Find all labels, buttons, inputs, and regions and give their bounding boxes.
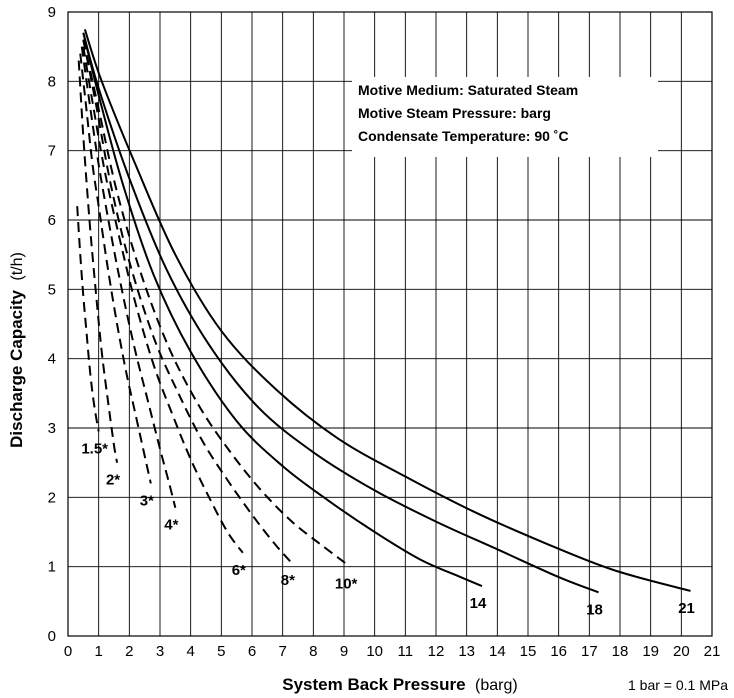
x-tick-label: 8 <box>309 643 317 660</box>
x-tick-label: 18 <box>612 643 629 660</box>
y-tick-label: 8 <box>48 73 56 90</box>
tick-labels: 0 1 2 3 4 5 6 7 8 9 10 11 12 13 14 15 16 17 18 19 20 21012345… <box>48 4 721 660</box>
y-tick-label: 2 <box>48 489 56 506</box>
x-tick-label: 0 <box>64 643 72 660</box>
x-tick-label: 7 <box>278 643 286 660</box>
curve-label-2: 2* <box>106 472 120 489</box>
info-line-3: Condensate Temperature: 90 ˚C <box>358 128 569 144</box>
curve-label-18: 18 <box>586 601 603 618</box>
x-tick-label: 5 <box>217 643 225 660</box>
x-tick-label: 13 <box>458 643 475 660</box>
curve-14 <box>82 32 483 588</box>
x-tick-label: 9 <box>340 643 348 660</box>
curve-label-8: 8* <box>281 572 295 589</box>
info-box: Motive Medium: Saturated Steam Motive St… <box>352 77 658 157</box>
info-line-1: Motive Medium: Saturated Steam <box>358 82 578 98</box>
curve-label-1-5: 1.5* <box>81 440 108 457</box>
curve-6-dashed <box>82 46 244 554</box>
curve-8-dashed <box>82 39 293 564</box>
y-tick-label: 7 <box>48 143 56 160</box>
y-tick-label: 5 <box>48 281 56 298</box>
curve-label-3: 3* <box>140 492 154 509</box>
curve-1-5-dashed <box>76 206 100 432</box>
x-axis-label: System Back Pressure <box>282 675 465 694</box>
curve-label-4: 4* <box>164 517 178 534</box>
plot-frame <box>67 11 713 637</box>
x-tick-label: 15 <box>520 643 537 660</box>
x-tick-label: 17 <box>581 643 598 660</box>
x-tick-label: 16 <box>550 643 567 660</box>
x-tick-label: 1 <box>94 643 102 660</box>
y-tick-label: 1 <box>48 559 56 576</box>
x-tick-label: 11 <box>398 643 414 660</box>
x-axis-unit: (barg) <box>475 677 518 694</box>
curve-label-6: 6* <box>232 562 246 579</box>
curve-3-dashed <box>79 53 152 484</box>
x-tick-label: 20 <box>673 643 690 660</box>
x-axis-title: System Back Pressure (barg) <box>282 675 517 694</box>
y-axis-title: Discharge Capacity (t/h) <box>7 252 26 448</box>
x-tick-label: 4 <box>186 643 194 660</box>
curve-10-dashed <box>82 39 351 568</box>
curve-2-dashed <box>77 60 119 463</box>
info-line-2: Motive Steam Pressure: barg <box>358 105 551 121</box>
curve-18 <box>82 32 599 594</box>
x-tick-label: 12 <box>428 643 445 660</box>
x-tick-label: 6 <box>248 643 256 660</box>
curve-labels: 1.5* 2* 3* 4* 6* 8* 10* 14 18 21 <box>81 440 695 618</box>
x-tick-label: 3 <box>156 643 164 660</box>
y-tick-label: 9 <box>48 4 56 21</box>
curve-21 <box>83 29 691 592</box>
unit-note: 1 bar = 0.1 MPa <box>628 677 728 693</box>
x-tick-label: 14 <box>489 643 506 660</box>
x-tick-label: 10 <box>366 643 383 660</box>
x-tick-label: 21 <box>704 643 721 660</box>
y-axis-label: Discharge Capacity <box>7 290 26 448</box>
info-box-background <box>352 77 658 157</box>
curve-label-14: 14 <box>470 595 487 612</box>
curve-label-21: 21 <box>678 600 695 617</box>
x-tick-label: 19 <box>642 643 659 660</box>
y-tick-label: 3 <box>48 420 56 437</box>
y-tick-label: 4 <box>48 351 56 368</box>
y-tick-label: 0 <box>48 628 56 645</box>
curve-label-10: 10* <box>335 576 358 593</box>
y-axis-unit: (t/h) <box>9 252 26 280</box>
curve-4-dashed <box>80 46 177 508</box>
y-tick-label: 6 <box>48 212 56 229</box>
x-tick-label: 2 <box>125 643 133 660</box>
svg-text:Discharge Capacity (t/h): Discharge Capacity (t/h) <box>7 252 26 448</box>
curves <box>76 29 691 594</box>
